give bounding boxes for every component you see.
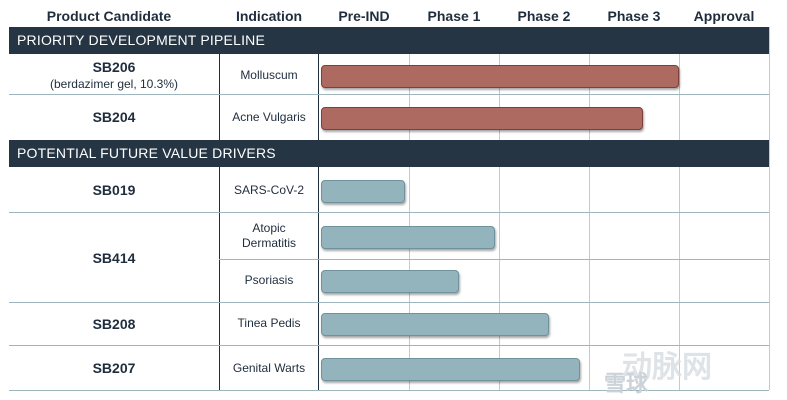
stage-gridline <box>679 27 680 390</box>
section-header: PRIORITY DEVELOPMENT PIPELINE <box>9 27 769 54</box>
progress-bar <box>321 313 549 336</box>
indication-label: SARS-CoV-2 <box>233 182 305 197</box>
column-separator <box>219 27 220 390</box>
indication-label: Genital Warts <box>232 360 306 375</box>
column-header-pre-ind: Pre-IND <box>338 8 390 24</box>
candidate-subtitle: (berdazimer gel, 10.3%) <box>49 77 179 91</box>
product-candidate: SB206 (berdazimer gel, 10.3%) <box>9 56 219 94</box>
progress-bar <box>321 226 495 249</box>
indication-label: Molluscum <box>240 67 298 82</box>
product-candidate: SB207 <box>9 346 219 390</box>
stage-gridline <box>589 27 590 390</box>
product-candidate: SB208 <box>9 302 219 345</box>
stage-gridline <box>499 27 500 390</box>
column-separator <box>318 27 319 390</box>
row-divider <box>9 390 769 391</box>
section-header: POTENTIAL FUTURE VALUE DRIVERS <box>9 140 769 167</box>
row-divider <box>9 302 769 303</box>
column-header-phase-2: Phase 2 <box>517 8 571 24</box>
candidate-name: SB019 <box>92 182 136 198</box>
progress-bar <box>321 358 580 381</box>
progress-bar <box>321 180 405 203</box>
candidate-name: SB206 <box>92 59 136 75</box>
candidate-name: SB207 <box>92 360 136 376</box>
product-candidate: SB414 <box>9 213 219 302</box>
candidate-name: SB208 <box>92 315 136 332</box>
progress-bar <box>321 107 643 130</box>
candidate-name: SB414 <box>92 249 136 266</box>
row-divider <box>9 345 769 346</box>
indication-label: Atopic Dermatitis <box>241 221 296 250</box>
product-candidate: SB204 <box>9 96 219 138</box>
column-header-approval: Approval <box>693 8 755 24</box>
column-header-product-candidate: Product Candidate <box>46 8 172 24</box>
column-header-phase-3: Phase 3 <box>607 8 661 24</box>
column-header-phase-1: Phase 1 <box>427 8 481 24</box>
product-candidate: SB019 <box>9 168 219 212</box>
stage-gridline <box>769 27 770 390</box>
indication-label: Psoriasis <box>244 273 294 287</box>
stage-gridline <box>409 27 410 390</box>
progress-bar <box>321 270 459 293</box>
indication-label: Tinea Pedis <box>237 316 301 330</box>
watermark-logo: 动脉网 <box>622 351 712 384</box>
row-divider <box>9 94 769 95</box>
row-divider <box>9 212 769 213</box>
candidate-name: SB204 <box>92 109 136 125</box>
indication-label: Acne Vulgaris <box>232 109 306 124</box>
watermark-text: 雪球 <box>604 371 649 396</box>
progress-bar <box>321 65 679 88</box>
row-divider <box>219 259 769 260</box>
column-header-indication: Indication <box>235 8 303 24</box>
